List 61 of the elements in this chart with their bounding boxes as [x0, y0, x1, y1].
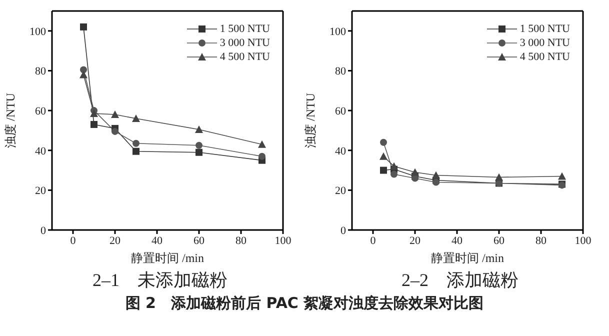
legend-label: 4 500 NTU	[220, 51, 270, 63]
legend-label: 4 500 NTU	[520, 51, 570, 63]
x-tick-label: 80	[236, 234, 247, 247]
point	[390, 162, 398, 170]
y-tick-label: 20	[35, 185, 46, 198]
x-tick-label: 0	[70, 234, 76, 247]
point	[195, 125, 203, 133]
x-tick-label: 40	[152, 234, 163, 247]
point	[390, 170, 398, 178]
x-tick-label: 100	[274, 234, 292, 247]
y-tick-label: 80	[335, 66, 346, 78]
point	[495, 173, 503, 181]
point	[196, 148, 202, 156]
point	[411, 168, 419, 176]
x-tick-label: 20	[110, 234, 121, 247]
point	[432, 171, 440, 179]
legend-label: 1 500 NTU	[520, 23, 570, 35]
y-tick-label: 60	[35, 105, 46, 118]
point	[132, 140, 140, 147]
y-tick-label: 40	[335, 145, 346, 158]
point	[80, 66, 87, 74]
x-axis-title: 静置时间 /min	[130, 251, 204, 265]
y-tick-label: 0	[40, 224, 46, 237]
point	[90, 120, 98, 128]
legend-label: 1 500 NTU	[220, 23, 270, 35]
point	[380, 152, 388, 160]
point	[112, 128, 118, 135]
y-axis-title: 浊度 /NTU	[3, 92, 18, 148]
point	[258, 152, 266, 160]
y-tick-label: 20	[335, 185, 346, 198]
point	[90, 110, 98, 118]
point	[111, 110, 119, 118]
caption: 图 2 添加磁粉前后 PAC 絮凝对浊度去除效果对比图	[124, 294, 485, 313]
point	[80, 70, 88, 78]
legend-label: 3 000 NTU	[220, 37, 270, 49]
point	[196, 142, 202, 149]
x-axis-title: 静置时间 /min	[430, 251, 504, 265]
y-tick-label: 80	[35, 66, 46, 78]
x-tick-label: 60	[494, 234, 505, 247]
point	[558, 172, 566, 180]
x-tick-label: 80	[536, 234, 547, 247]
y-tick-label: 40	[35, 145, 46, 158]
y-tick-label: 60	[335, 105, 346, 118]
point	[258, 140, 266, 148]
x-tick-label: 40	[452, 234, 463, 247]
point	[380, 166, 387, 174]
x-tick-label: 60	[194, 234, 205, 247]
point	[132, 114, 140, 122]
y-tick-label: 0	[340, 224, 346, 237]
x-tick-label: 100	[574, 234, 592, 247]
text: 2–1 未添加磁粉	[92, 269, 228, 292]
legend-label: 3 000 NTU	[520, 37, 570, 49]
y-tick-label: 100	[330, 26, 346, 38]
text: 2–2 添加磁粉	[400, 269, 520, 292]
x-tick-label: 0	[370, 234, 376, 247]
y-tick-label: 100	[30, 26, 46, 38]
point	[380, 138, 387, 146]
x-tick-label: 20	[410, 234, 421, 247]
y-axis-title: 浊度 /NTU	[303, 92, 318, 148]
point	[80, 23, 87, 30]
point	[132, 148, 140, 155]
